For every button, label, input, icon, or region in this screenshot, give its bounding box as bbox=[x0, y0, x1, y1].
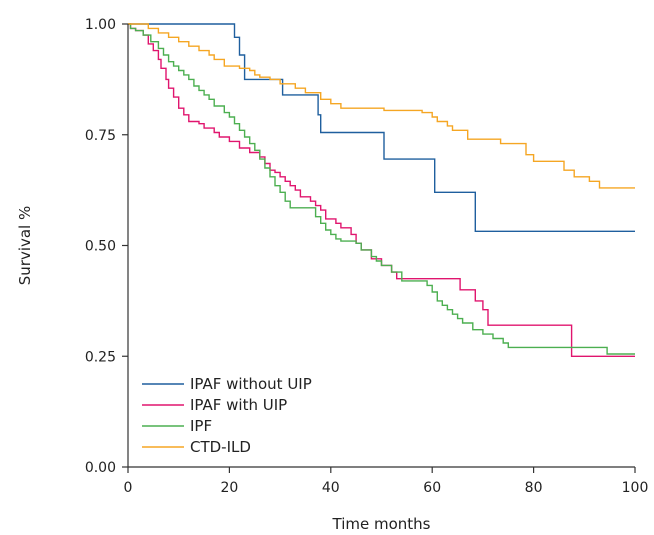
x-tick-label: 60 bbox=[423, 480, 441, 496]
series-line-4 bbox=[128, 23, 635, 189]
y-tick-label: 0.50 bbox=[85, 239, 116, 255]
y-tick-label: 0.00 bbox=[85, 460, 116, 476]
x-tick-label: 80 bbox=[525, 480, 543, 496]
legend-label-4: CTD-ILD bbox=[190, 438, 251, 456]
x-tick-label: 100 bbox=[622, 480, 649, 496]
legend-label-2: IPAF with UIP bbox=[190, 396, 287, 414]
series-line-2 bbox=[128, 23, 635, 357]
x-tick-label: 0 bbox=[124, 480, 133, 496]
x-tick-label: 20 bbox=[220, 480, 238, 496]
x-axis-title: Time months bbox=[332, 515, 431, 533]
legend-label-3: IPF bbox=[190, 417, 212, 435]
x-tick-label: 40 bbox=[322, 480, 340, 496]
legend: IPAF without UIP IPAF with UIP IPF CTD-ILD bbox=[142, 375, 312, 456]
y-tick-label: 0.75 bbox=[85, 128, 116, 144]
y-tick-label: 0.25 bbox=[85, 349, 116, 365]
series-lines bbox=[128, 23, 635, 357]
legend-label-1: IPAF without UIP bbox=[190, 375, 312, 393]
axes: 0 20 40 60 80 100 0.00 0.25 0.50 0.75 1.00 Time mon… bbox=[16, 17, 648, 533]
y-axis-title: Survival % bbox=[16, 206, 34, 286]
series-line-3 bbox=[128, 23, 635, 355]
series-line-1 bbox=[128, 23, 635, 232]
y-tick-label: 1.00 bbox=[85, 17, 116, 33]
